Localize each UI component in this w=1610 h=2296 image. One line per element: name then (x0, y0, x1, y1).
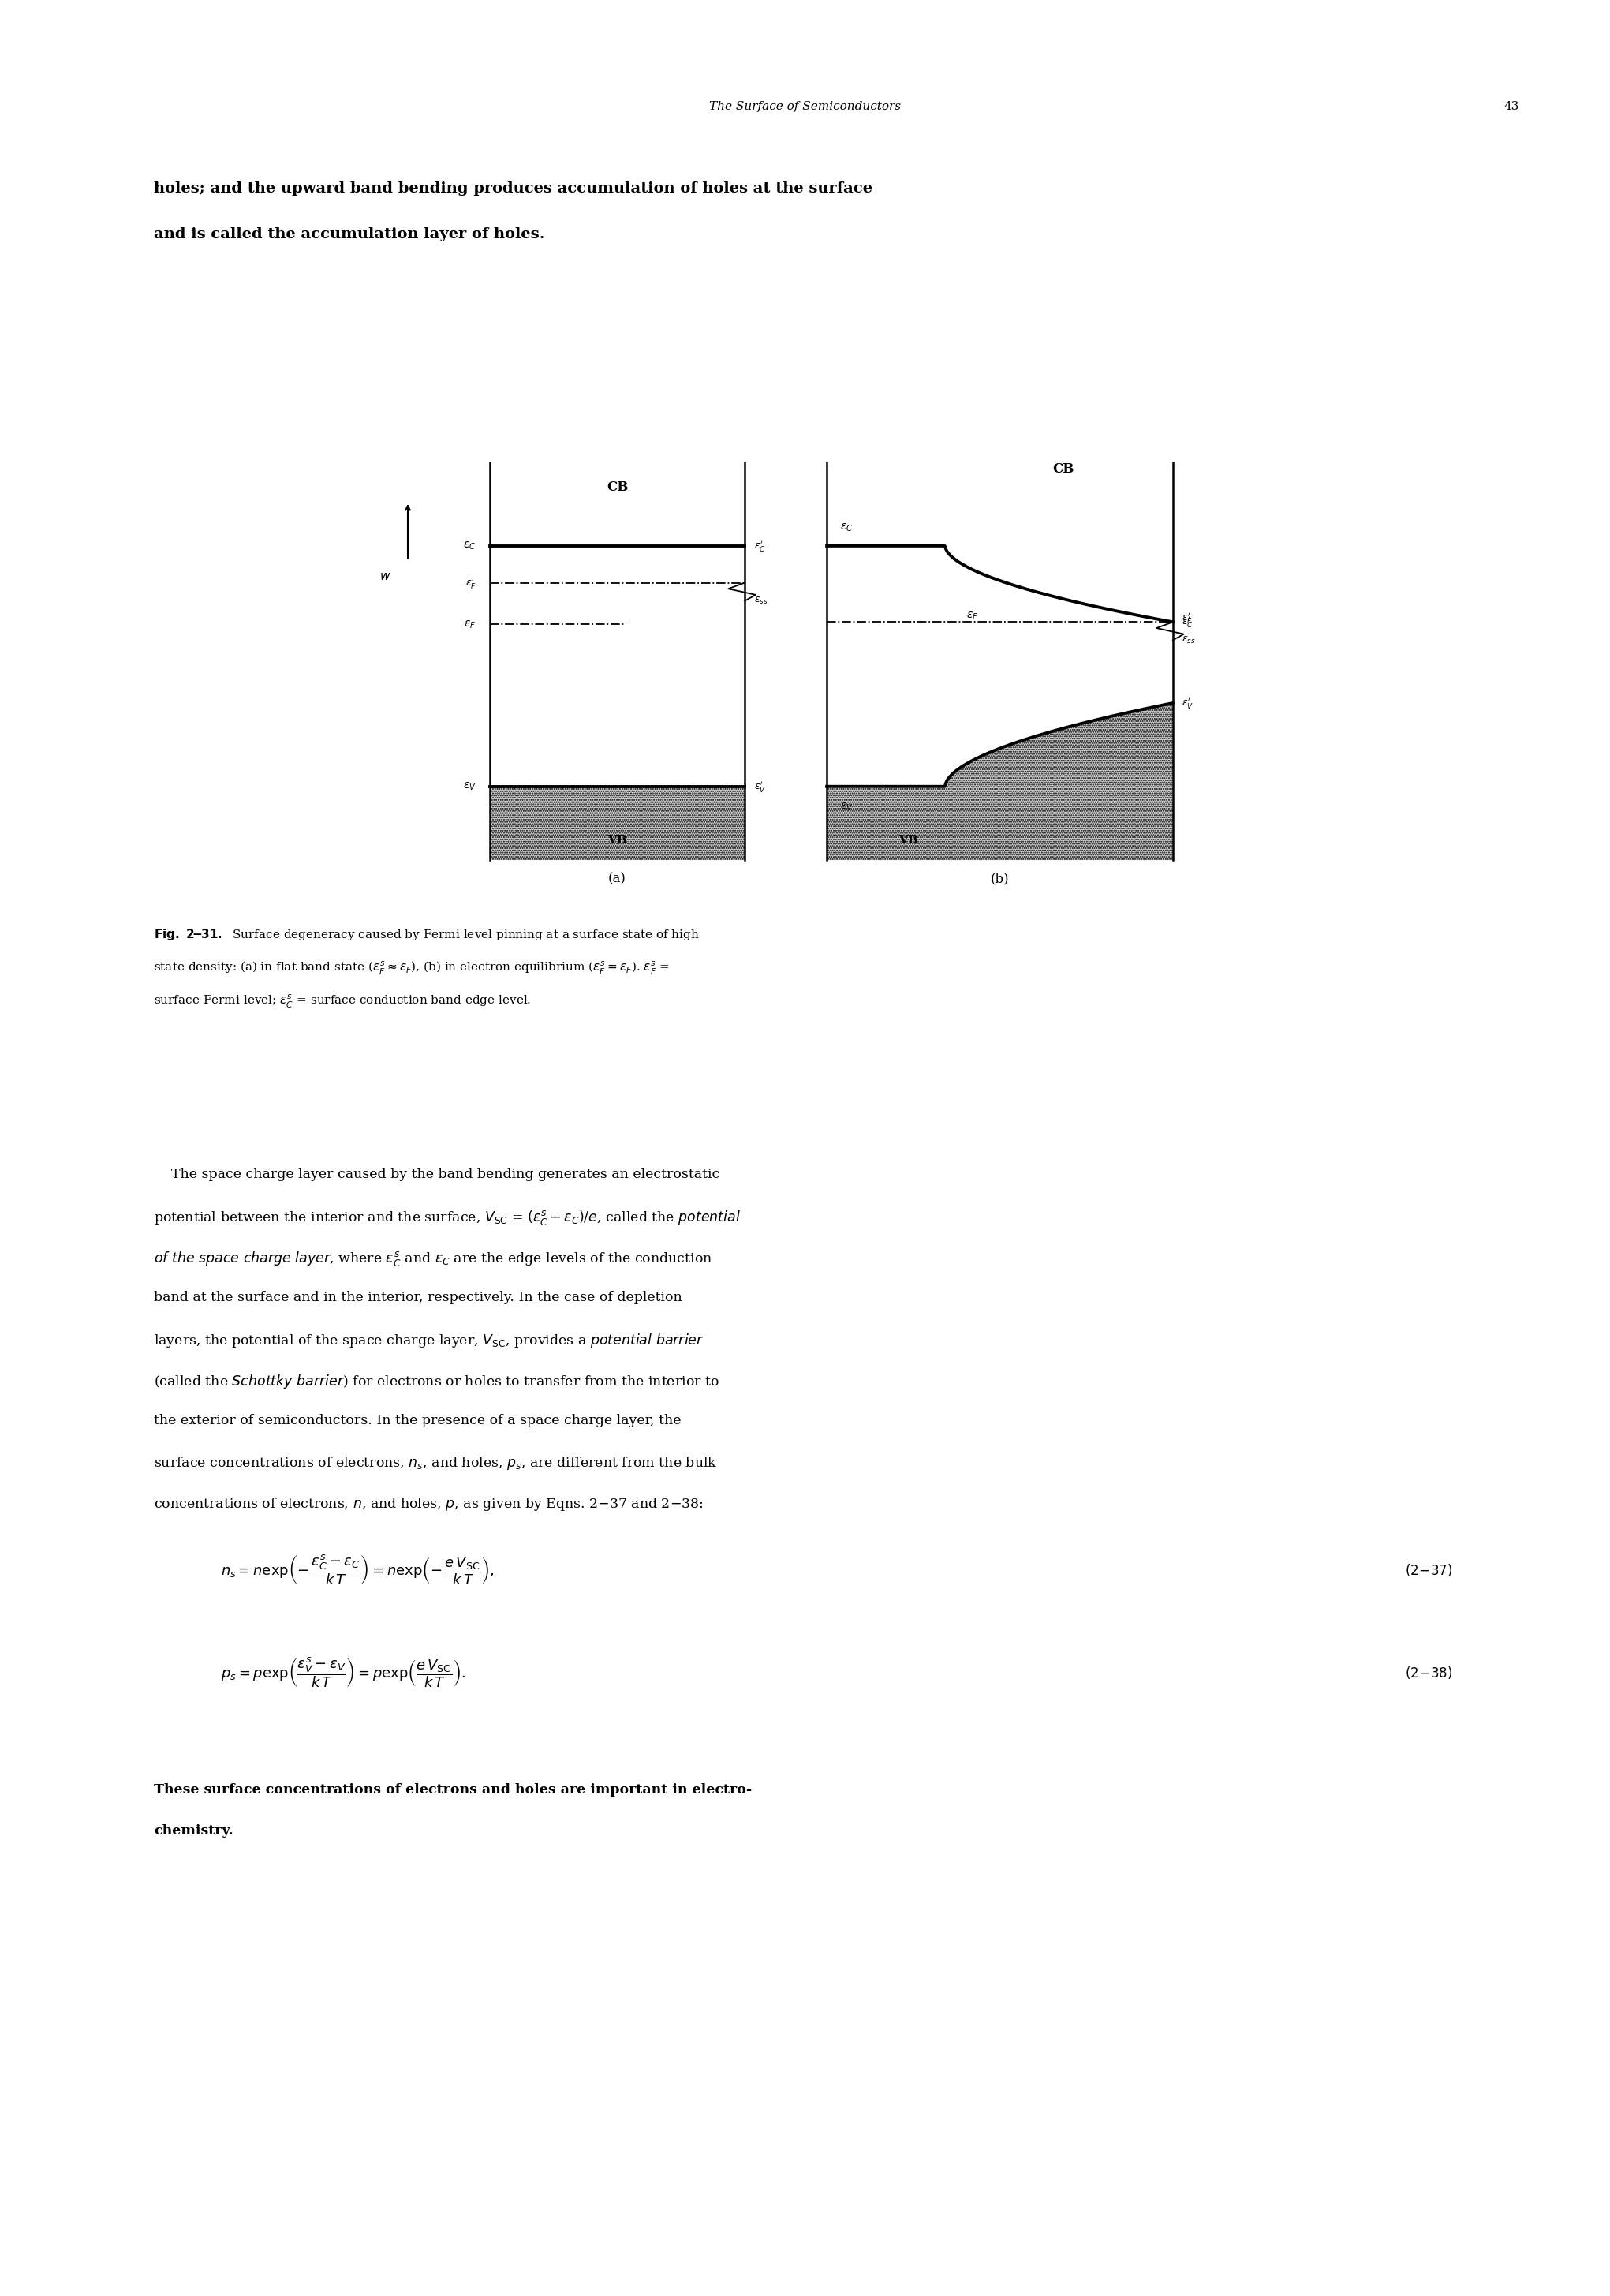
Text: $\mathit{of\ the\ space\ charge\ layer}$, where $\varepsilon_C^s$ and $\varepsil: $\mathit{of\ the\ space\ charge\ layer}$… (155, 1249, 713, 1267)
Text: CB: CB (607, 480, 628, 494)
Polygon shape (489, 788, 745, 861)
Text: band at the surface and in the interior, respectively. In the case of depletion: band at the surface and in the interior,… (155, 1290, 683, 1304)
Text: CB: CB (1053, 461, 1074, 475)
Text: holes; and the upward band bending produces accumulation of holes at the surface: holes; and the upward band bending produ… (155, 181, 873, 195)
Text: the exterior of semiconductors. In the presence of a space charge layer, the: the exterior of semiconductors. In the p… (155, 1414, 681, 1428)
Text: $\varepsilon_F'$: $\varepsilon_F'$ (465, 576, 477, 590)
Text: $\varepsilon_F'$: $\varepsilon_F'$ (1182, 611, 1193, 625)
Text: state density: (a) in flat band state ($\varepsilon_F^s \approx \varepsilon_F$),: state density: (a) in flat band state ($… (155, 960, 670, 976)
Text: $\varepsilon_C$: $\varepsilon_C$ (840, 521, 853, 533)
Text: $\varepsilon_V'$: $\varepsilon_V'$ (1182, 696, 1195, 709)
Text: $(2\!-\!38)$: $(2\!-\!38)$ (1404, 1665, 1452, 1681)
Text: $\varepsilon_{ss}$: $\varepsilon_{ss}$ (753, 595, 768, 606)
Text: $\varepsilon_V$: $\varepsilon_V$ (840, 801, 853, 813)
Text: The Surface of Semiconductors: The Surface of Semiconductors (708, 101, 902, 113)
Text: VB: VB (898, 836, 919, 845)
Text: $\mathbf{Fig.\ 2\!\!-\!\!31.}$  Surface degeneracy caused by Fermi level pinning: $\mathbf{Fig.\ 2\!\!-\!\!31.}$ Surface d… (155, 928, 699, 941)
Text: (a): (a) (609, 872, 626, 886)
Text: $\varepsilon_V$: $\varepsilon_V$ (464, 781, 477, 792)
Text: (b): (b) (990, 872, 1009, 886)
Text: and is called the accumulation layer of holes.: and is called the accumulation layer of … (155, 227, 544, 241)
Text: (called the $\mathit{Schottky\ barrier}$) for electrons or holes to transfer fro: (called the $\mathit{Schottky\ barrier}$… (155, 1373, 720, 1389)
Polygon shape (828, 703, 1172, 861)
Text: $\varepsilon_C$: $\varepsilon_C$ (464, 540, 477, 551)
Text: VB: VB (607, 836, 628, 845)
Text: These surface concentrations of electrons and holes are important in electro-: These surface concentrations of electron… (155, 1784, 752, 1795)
Text: potential between the interior and the surface, $V_{\rm SC}$ = $(\varepsilon_C^s: potential between the interior and the s… (155, 1208, 741, 1226)
Text: layers, the potential of the space charge layer, $V_{\rm SC}$, provides a $\math: layers, the potential of the space charg… (155, 1332, 704, 1350)
Text: $n_s = n \exp\!\left(-\,\dfrac{\varepsilon_C^s - \varepsilon_C}{k\,T}\right) = n: $n_s = n \exp\!\left(-\,\dfrac{\varepsil… (221, 1554, 494, 1587)
Text: concentrations of electrons, $n$, and holes, $p$, as given by Eqns. 2$-$37 and 2: concentrations of electrons, $n$, and ho… (155, 1497, 704, 1513)
Text: $\varepsilon_V'$: $\varepsilon_V'$ (753, 778, 766, 794)
Text: surface Fermi level; $\varepsilon_C^s$ = surface conduction band edge level.: surface Fermi level; $\varepsilon_C^s$ =… (155, 994, 531, 1010)
Text: $\varepsilon_C'$: $\varepsilon_C'$ (1182, 615, 1193, 629)
Text: $\varepsilon_C'$: $\varepsilon_C'$ (753, 540, 766, 553)
Text: $\varepsilon_F$: $\varepsilon_F$ (464, 618, 477, 629)
Text: The space charge layer caused by the band bending generates an electrostatic: The space charge layer caused by the ban… (155, 1169, 720, 1180)
Text: $w$: $w$ (380, 569, 391, 583)
Text: $\varepsilon_{ss}$: $\varepsilon_{ss}$ (1182, 636, 1196, 645)
Text: $(2\!-\!37)$: $(2\!-\!37)$ (1404, 1561, 1452, 1577)
Text: surface concentrations of electrons, $n_s$, and holes, $p_s$, are different from: surface concentrations of electrons, $n_… (155, 1456, 718, 1472)
Text: $\varepsilon_F$: $\varepsilon_F$ (966, 611, 979, 622)
Text: 43: 43 (1504, 101, 1520, 113)
Text: chemistry.: chemistry. (155, 1825, 233, 1837)
Text: $p_s = p \exp\!\left(\dfrac{\varepsilon_V^s - \varepsilon_V}{k\,T}\right) = p \e: $p_s = p \exp\!\left(\dfrac{\varepsilon_… (221, 1655, 465, 1690)
